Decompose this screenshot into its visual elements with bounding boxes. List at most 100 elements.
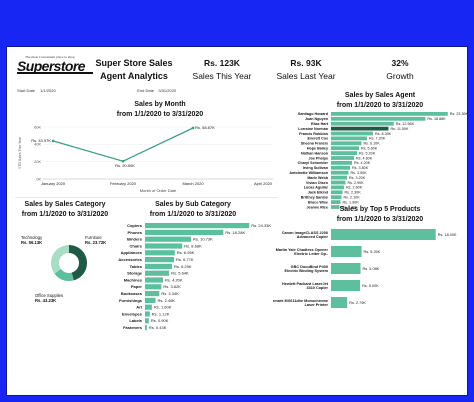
bar [331, 141, 362, 146]
category-label: Francis Robbins [299, 132, 328, 136]
category-label: Appliances [121, 250, 143, 255]
data-label: Rs. 1.12K [152, 311, 170, 316]
category-label: Joan Nguyen [305, 117, 329, 121]
bar [331, 185, 344, 190]
category-label: Hope Bailey [307, 146, 329, 150]
bar [145, 223, 250, 229]
category-label: Electric Letter Op.. [294, 252, 328, 256]
bar [331, 156, 354, 160]
category-label: Elias Hart [311, 122, 329, 126]
category-label: Everett Cox [308, 137, 329, 141]
bar [145, 270, 170, 276]
data-label: Rs. 6.10K [364, 142, 381, 146]
section-divider [15, 197, 277, 198]
category-chart-title-line2: from 1/1/2020 to 3/31/2020 [21, 210, 109, 218]
bar [145, 236, 191, 242]
y-axis-label: YTD Sales This Year [18, 136, 22, 169]
bar [331, 121, 394, 126]
category-label: Nathan Hanson [301, 151, 329, 155]
data-label: Rs. 18.00K [438, 233, 457, 237]
category-chart-title-line1: Sales by Sales Category [24, 201, 106, 208]
bar [145, 263, 172, 269]
line-point [51, 139, 55, 143]
category-label: Jack Elkind [308, 191, 329, 195]
data-label: Rs. 2.10K [344, 195, 361, 199]
slice-value-label: Rs. 43.23K [35, 298, 56, 303]
category-label: Accessories [118, 257, 142, 262]
data-label: Rs. 5.25K [364, 250, 381, 254]
bar [331, 170, 349, 175]
category-label: Furnishings [119, 298, 143, 303]
data-label: Rs. 3.50K [351, 171, 368, 175]
category-label: Santiago Howard [298, 112, 329, 116]
data-label: Rs. 8.68K [184, 243, 202, 248]
bar [331, 112, 448, 116]
data-label: Rs. 2.79K [349, 301, 366, 305]
category-label: Paper [131, 284, 143, 289]
data-label: Rs. 2.46K [158, 298, 176, 303]
subcat-chart-title-line2: from 1/1/2020 to 3/31/2020 [149, 210, 237, 218]
category-label: Storage [127, 271, 143, 276]
category-label: Charyl Schneider [298, 161, 329, 165]
bar [331, 146, 359, 151]
category-label: Tables [130, 264, 143, 269]
dashboard-canvas: The most Convenient place to shop Supers… [6, 46, 468, 396]
data-label: Rs. 1.60K [154, 305, 172, 310]
x-axis-label: Month of Order Date [140, 188, 177, 193]
bar [331, 190, 343, 195]
data-label: Rs. 4.20K [165, 277, 183, 282]
bar [331, 151, 357, 155]
data-label: Rs. 24.33K [251, 223, 271, 228]
data-label: Rs. 7.20K [369, 137, 386, 141]
bar [145, 325, 147, 331]
bar [331, 161, 352, 165]
x-tick-label: April 2020 [254, 181, 273, 186]
category-label: Lexmark MX611dhe Monochrome [273, 299, 328, 303]
kpi-value: 32% [391, 58, 409, 68]
category-label: Vivian Olsen [306, 181, 329, 185]
month-chart-title: Sales by Month from 1/1/2020 to 3/31/202… [55, 100, 265, 119]
bar [145, 257, 175, 263]
category-label: 3310 Copier [306, 286, 328, 290]
category-label: Art [136, 305, 142, 310]
date-filters: Start Date 1/1/2020 End Date 3/31/2020 [17, 88, 176, 93]
end-date-label: End Date [137, 88, 154, 93]
products-chart-title-line2: from 1/1/2020 to 3/31/2020 [336, 215, 424, 223]
end-date-value[interactable]: 3/31/2020 [158, 88, 177, 93]
logo-tagline: The most Convenient place to shop [25, 55, 75, 59]
y-tick-label: 0K [36, 177, 41, 181]
slice-value-label: Rs. 56.13K [21, 240, 42, 245]
data-label: Rs. 8.39K [375, 132, 392, 136]
y-tick-label: 40K [34, 143, 41, 147]
slice-category-label: Technology [21, 235, 43, 240]
superstore-logo: The most Convenient place to shop Supers… [17, 55, 95, 74]
data-label: Rs. 20.50K [115, 163, 135, 168]
category-label: Sheena Francis [301, 142, 328, 146]
kpi-label: Sales This Year [192, 71, 252, 81]
bar [331, 263, 361, 274]
category-label: Brittney Santos [301, 195, 328, 199]
x-tick-label: January 2020 [41, 181, 66, 186]
bar [145, 318, 149, 324]
bar [331, 200, 341, 204]
bar [331, 116, 426, 121]
kpi-value: Rs. 123K [204, 58, 240, 68]
category-label: Advanced Copier [297, 235, 329, 239]
data-label: Rs. 2.30K [345, 191, 362, 195]
kpi-value: Rs. 93K [290, 58, 322, 68]
month-chart-title-line2: from 1/1/2020 to 3/31/2020 [116, 110, 204, 118]
bar [145, 304, 152, 310]
data-label: Rs. 11.50K [391, 127, 410, 131]
data-label: Rs. 5.08K [363, 267, 380, 271]
kpi-growth: 32% Growth [363, 57, 437, 83]
category-label: Laser Printer [305, 303, 329, 307]
x-tick-label: February 2020 [110, 181, 137, 186]
start-date-value[interactable]: 1/1/2020 [40, 88, 56, 93]
data-label: Rs. 5.64K [171, 271, 189, 276]
bar [331, 180, 346, 185]
agent-chart-title-line2: from 1/1/2020 to 3/31/2020 [336, 101, 424, 109]
kpi-sales-last-year: Rs. 93K Sales Last Year [269, 57, 343, 83]
category-label: Antoinette Williamson [289, 171, 328, 175]
kpi-label: Sales Last Year [276, 71, 336, 81]
